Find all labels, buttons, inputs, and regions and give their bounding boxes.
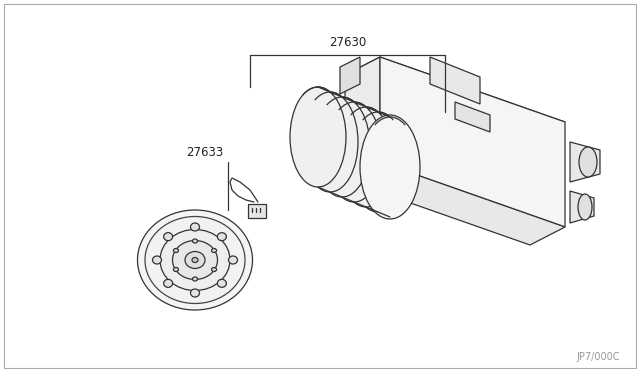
Ellipse shape: [302, 92, 358, 192]
Ellipse shape: [326, 102, 382, 202]
Polygon shape: [570, 191, 594, 223]
Ellipse shape: [192, 257, 198, 263]
Ellipse shape: [152, 256, 161, 264]
Ellipse shape: [173, 248, 179, 253]
Polygon shape: [380, 57, 565, 227]
Ellipse shape: [173, 267, 179, 272]
Ellipse shape: [218, 232, 227, 241]
Ellipse shape: [579, 147, 597, 177]
Ellipse shape: [145, 217, 245, 304]
Ellipse shape: [173, 241, 218, 279]
Polygon shape: [430, 57, 480, 104]
Polygon shape: [455, 102, 490, 132]
Ellipse shape: [212, 248, 216, 253]
Ellipse shape: [338, 107, 394, 207]
Ellipse shape: [350, 112, 406, 212]
Ellipse shape: [228, 256, 237, 264]
Ellipse shape: [218, 279, 227, 287]
Ellipse shape: [191, 289, 200, 297]
Ellipse shape: [191, 223, 200, 231]
Polygon shape: [345, 57, 565, 140]
Ellipse shape: [160, 230, 230, 291]
Ellipse shape: [362, 117, 418, 217]
Ellipse shape: [193, 239, 198, 243]
Text: 27630: 27630: [329, 36, 366, 49]
Polygon shape: [340, 57, 360, 94]
Ellipse shape: [185, 251, 205, 269]
Ellipse shape: [193, 277, 198, 281]
Bar: [248, 204, 266, 218]
Polygon shape: [345, 57, 380, 180]
Text: JP7/000C: JP7/000C: [577, 352, 620, 362]
Ellipse shape: [138, 210, 253, 310]
Ellipse shape: [314, 97, 370, 197]
Ellipse shape: [360, 115, 420, 219]
Ellipse shape: [290, 87, 346, 187]
Polygon shape: [570, 142, 600, 182]
Ellipse shape: [164, 279, 173, 287]
Ellipse shape: [212, 267, 216, 272]
Ellipse shape: [164, 232, 173, 241]
Polygon shape: [345, 162, 565, 245]
Ellipse shape: [578, 194, 592, 220]
Text: 27633: 27633: [186, 146, 223, 159]
